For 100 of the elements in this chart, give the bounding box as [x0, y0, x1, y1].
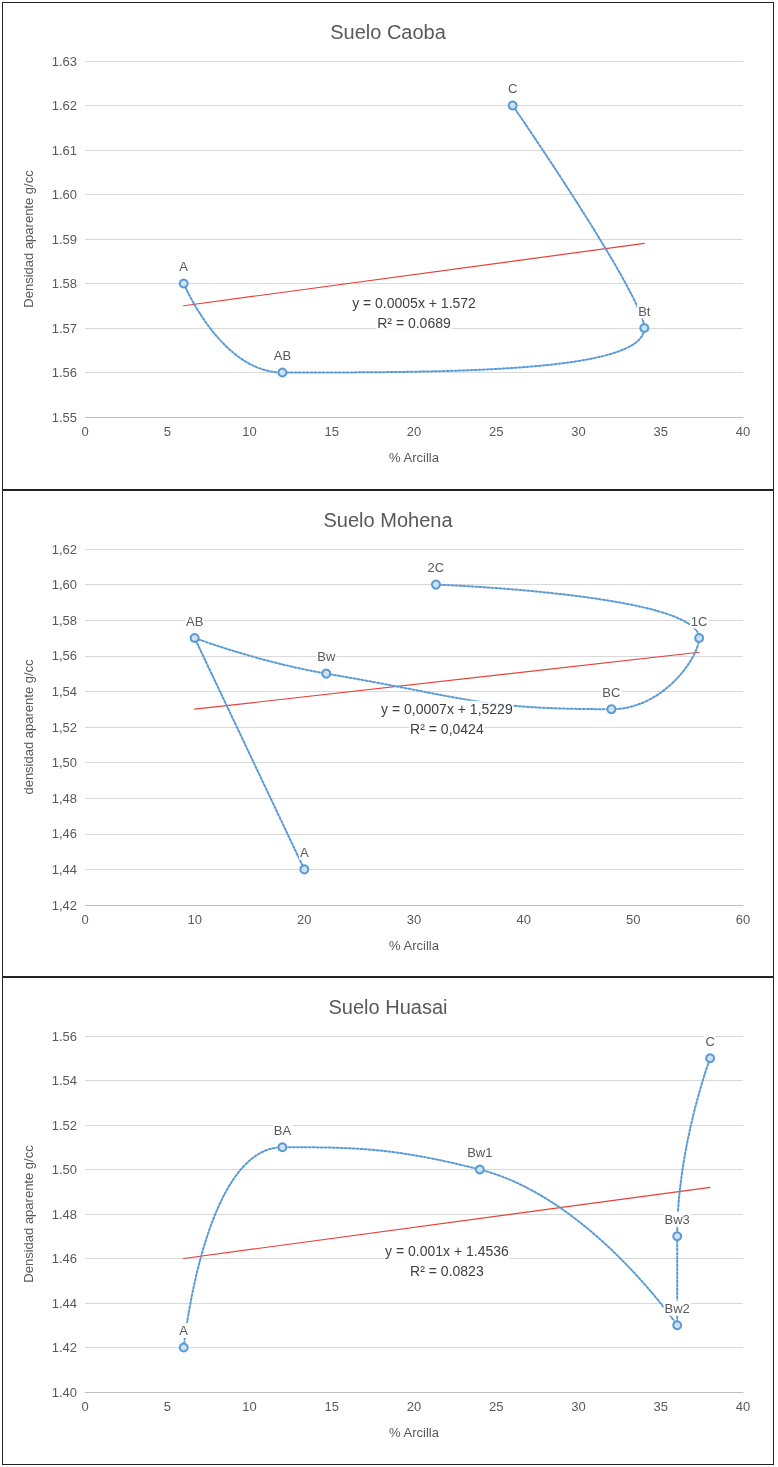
point: [705, 1053, 716, 1064]
y-tick-label: 1,50: [51, 754, 77, 770]
y-tick-label: 1,46: [51, 825, 77, 841]
y-tick-label: 1,48: [51, 790, 77, 806]
y-tick-label: 1.54: [51, 1073, 77, 1089]
x-tick-label: 0: [81, 911, 89, 927]
y-tick-label: 1.50: [51, 1162, 77, 1178]
annotation: y = 0.001x + 1.4536: [385, 1243, 509, 1260]
x-tick-label: 40: [516, 911, 531, 927]
x-tick-label: 35: [653, 1399, 668, 1415]
y-tick-label: 1.59: [51, 231, 77, 247]
point: [277, 367, 288, 378]
annotation: R² = 0.0689: [377, 314, 451, 331]
x-tick-label: 40: [735, 1399, 751, 1415]
chart-title: Suelo Mohena: [323, 508, 454, 531]
x-tick-label: 20: [297, 911, 312, 927]
y-tick-label: 1.58: [51, 276, 77, 291]
chart-title: Suelo Huasai: [328, 996, 448, 1019]
x-tick-label: 30: [571, 424, 586, 439]
x-tick-label: 30: [571, 1399, 586, 1415]
y-tick-label: 1,54: [51, 683, 77, 699]
point: [430, 579, 441, 590]
x-tick-label: 0: [81, 424, 89, 439]
x-tick-label: 5: [163, 424, 171, 439]
annotation: A: [179, 259, 189, 274]
x-tick-label: 50: [626, 911, 641, 927]
y-tick-label: 1.56: [51, 365, 77, 380]
point: [178, 278, 189, 289]
y-tick-label: 1,42: [51, 897, 77, 913]
x-tick-label: 5: [163, 1399, 171, 1415]
y-tick-label: 1.56: [51, 1028, 77, 1044]
point: [189, 632, 200, 643]
y-tick-label: 1.61: [51, 142, 77, 158]
y-tick-label: 1,58: [51, 612, 77, 628]
y-tick-label: 1.60: [51, 187, 77, 202]
annotation: 2C: [427, 559, 445, 575]
x-tick-label: 15: [324, 1399, 339, 1415]
y-axis-title: Densidad aparente g/cc: [21, 169, 36, 308]
annotation: BA: [273, 1123, 292, 1139]
y-tick-label: 1,60: [51, 576, 77, 592]
annotation: 1C: [690, 613, 708, 629]
x-tick-label: 60: [735, 911, 751, 927]
x-axis-title: % Arcilla: [389, 450, 440, 465]
point: [672, 1231, 683, 1242]
x-tick-label: 15: [324, 424, 339, 439]
annotation: y = 0,0007x + 1,5229: [381, 700, 513, 717]
x-tick-label: 25: [489, 1399, 504, 1415]
annotation: Bw1: [467, 1145, 493, 1161]
y-tick-label: 1.55: [51, 409, 77, 425]
y-tick-label: 1.46: [51, 1251, 77, 1267]
annotation: Bw3: [664, 1212, 690, 1228]
x-axis-title: % Arcilla: [389, 1425, 440, 1441]
x-tick-label: 0: [81, 1399, 89, 1415]
point: [299, 864, 310, 875]
x-tick-label: 30: [406, 911, 422, 927]
annotation: C: [705, 1034, 715, 1050]
annotation: AB: [185, 613, 204, 629]
annotation: Bw2: [664, 1301, 690, 1317]
y-tick-label: 1.52: [51, 1117, 77, 1133]
annotation: y = 0.0005x + 1.572: [352, 294, 477, 311]
y-tick-label: 1,52: [51, 719, 77, 735]
y-tick-label: 1.57: [51, 320, 77, 336]
x-tick-label: 35: [653, 424, 668, 439]
y-tick-label: 1.44: [51, 1295, 77, 1311]
x-tick-label: 40: [735, 424, 751, 439]
annotation: R² = 0.0823: [410, 1263, 484, 1280]
y-tick-label: 1,44: [51, 861, 77, 877]
x-axis-title: % Arcilla: [389, 937, 440, 953]
x-tick-label: 25: [489, 424, 504, 439]
annotation: Bw: [317, 648, 336, 664]
y-tick-label: 1.62: [51, 98, 77, 113]
point: [321, 668, 332, 679]
annotation: BC: [602, 684, 621, 700]
x-tick-label: 20: [406, 424, 422, 439]
annotation: A: [179, 1323, 189, 1339]
y-tick-label: 1.40: [51, 1384, 77, 1400]
annotation: C: [508, 81, 518, 96]
point: [606, 703, 617, 714]
annotation: A: [300, 844, 309, 860]
point: [639, 323, 650, 333]
y-tick-label: 1.63: [51, 53, 77, 69]
annotation: R² = 0,0424: [410, 720, 484, 737]
y-axis-title: densidad aparente g/cc: [21, 658, 36, 795]
point: [507, 100, 518, 111]
y-tick-label: 1.48: [51, 1206, 77, 1222]
x-tick-label: 10: [242, 1399, 257, 1415]
y-tick-label: 1,56: [51, 647, 77, 663]
point: [474, 1164, 485, 1175]
x-tick-label: 20: [406, 1399, 422, 1415]
annotation: AB: [273, 348, 292, 363]
y-tick-label: 1,62: [51, 541, 77, 557]
y-tick-label: 1.42: [51, 1340, 77, 1356]
x-tick-label: 10: [187, 911, 202, 927]
x-tick-label: 10: [242, 424, 257, 439]
point: [277, 1142, 288, 1153]
annotation: Bt: [638, 303, 651, 319]
chart-title: Suelo Caoba: [330, 21, 447, 43]
point: [672, 1320, 683, 1331]
point: [694, 632, 705, 643]
point: [178, 1342, 189, 1353]
